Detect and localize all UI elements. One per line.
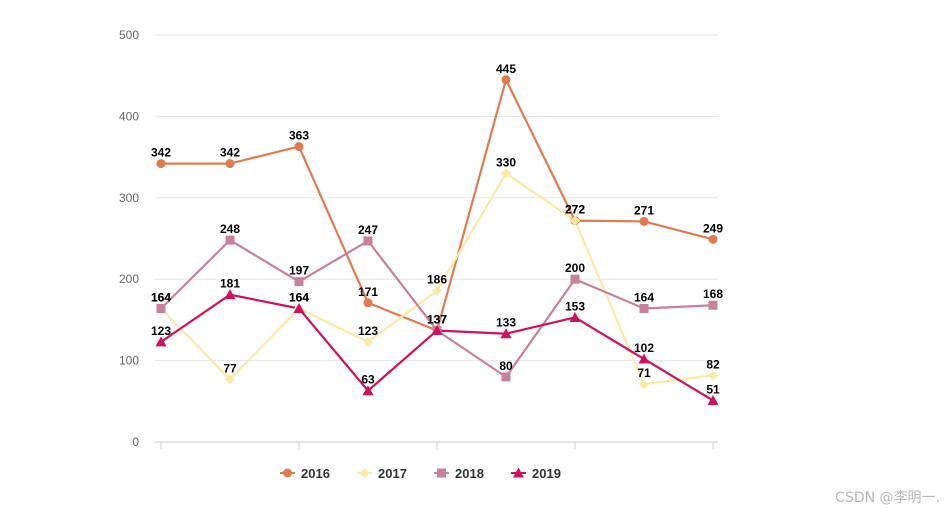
legend-item-2018[interactable]: 2018: [434, 466, 484, 481]
data-label-2016-3: 363: [289, 129, 309, 143]
data-label-2019-4: 63: [361, 373, 375, 387]
y-tick-label-500: 500: [119, 28, 139, 42]
data-label-2016-5: 137: [427, 312, 447, 326]
point-2019-3: [293, 303, 305, 314]
point-2019-1: [155, 336, 167, 347]
point-2016-3: [294, 142, 304, 152]
data-label-2016-8: 271: [634, 203, 654, 217]
point-2016-6: [501, 75, 511, 85]
data-label-2019-6: 133: [496, 316, 516, 330]
data-label-2019-5: 137: [427, 312, 447, 326]
point-2017-6: [501, 168, 511, 179]
data-label-2019-7: 153: [565, 299, 585, 313]
data-label-2017-9: 82: [706, 357, 720, 371]
data-label-2016-1: 342: [151, 146, 171, 160]
point-2019-2: [224, 289, 236, 300]
point-2017-9: [708, 370, 718, 381]
legend-marker-2016: [283, 468, 292, 478]
data-label-2018-5: 137: [427, 312, 447, 326]
data-label-2018-3: 197: [289, 264, 309, 278]
legend-label-2016: 2016: [301, 466, 330, 481]
data-label-2017-6: 330: [496, 155, 516, 169]
data-label-2017-4: 123: [358, 324, 378, 338]
legend[interactable]: 2016 2017 2018 2019: [280, 466, 561, 481]
series-lines: [160, 78, 714, 402]
series-line-2019: [160, 293, 714, 402]
point-2019-4: [362, 385, 374, 396]
data-label-2017-5: 186: [427, 273, 447, 287]
point-2018-2: [225, 235, 235, 245]
data-label-2016-4: 171: [358, 285, 378, 299]
watermark: CSDN @李明一.: [835, 490, 940, 506]
data-label-2017-3: 164: [289, 291, 309, 305]
series-markers: [155, 75, 719, 405]
point-2016-8: [639, 216, 649, 226]
data-label-2017-1: 164: [151, 291, 171, 305]
point-2017-8: [639, 379, 649, 390]
data-labels: 342 342 363 171 137 445 272 271 249 164 77 164 123 18…: [151, 62, 723, 397]
point-2018-7: [570, 274, 580, 284]
legend-label-2019: 2019: [532, 466, 561, 481]
data-label-2018-7: 200: [565, 261, 585, 275]
data-label-2019-2: 181: [220, 277, 240, 291]
y-axis-tick-labels: 0 100 200 300 400 500: [119, 28, 139, 449]
data-label-2018-9: 168: [703, 287, 723, 301]
data-label-2016-2: 342: [220, 146, 240, 160]
point-2017-4: [363, 336, 373, 347]
legend-label-2018: 2018: [455, 466, 484, 481]
point-2018-8: [639, 304, 649, 314]
y-tick-label-400: 400: [119, 109, 139, 123]
data-label-2018-2: 248: [220, 222, 240, 236]
legend-marker-2018: [437, 468, 446, 478]
point-2016-2: [225, 159, 235, 169]
data-label-2016-6: 445: [496, 62, 516, 76]
point-2017-2: [225, 374, 235, 385]
point-2017-7: [570, 215, 580, 226]
x-axis: [155, 441, 718, 449]
data-label-2019-9: 51: [706, 382, 720, 396]
point-2019-9: [707, 394, 719, 405]
y-tick-label-200: 200: [119, 272, 139, 286]
point-2018-3: [294, 277, 304, 287]
legend-marker-2017: [359, 468, 370, 478]
data-label-2017-2: 77: [223, 361, 237, 375]
point-2018-1: [156, 304, 166, 314]
legend-item-2019[interactable]: 2019: [511, 466, 561, 481]
point-2019-6: [500, 328, 512, 339]
point-2019-5: [431, 324, 443, 335]
legend-marker-2019: [513, 467, 524, 478]
data-label-2016-7: 272: [565, 203, 585, 217]
data-label-2017-7: 272: [565, 203, 585, 217]
y-tick-label-100: 100: [119, 354, 139, 368]
data-label-2017-8: 71: [637, 366, 651, 380]
y-tick-label-300: 300: [119, 191, 139, 205]
data-label-2018-6: 80: [499, 359, 513, 373]
point-2018-9: [708, 300, 718, 310]
legend-label-2017: 2017: [378, 466, 407, 481]
legend-item-2016[interactable]: 2016: [280, 466, 330, 481]
series-line-2018: [160, 239, 714, 378]
data-label-2019-8: 102: [634, 341, 654, 355]
data-label-2018-8: 164: [634, 291, 654, 305]
data-label-2018-1: 164: [151, 291, 171, 305]
data-label-2019-1: 123: [151, 324, 171, 338]
legend-item-2017[interactable]: 2017: [357, 466, 407, 481]
y-tick-label-0: 0: [132, 435, 139, 449]
point-2016-9: [708, 234, 718, 244]
point-2017-5: [432, 285, 442, 296]
point-2018-4: [363, 236, 373, 246]
point-2018-6: [501, 372, 511, 382]
point-2019-8: [638, 353, 650, 364]
data-label-2018-4: 247: [358, 223, 378, 237]
point-2016-1: [156, 159, 166, 169]
grid-lines: [155, 34, 718, 362]
data-label-2016-9: 249: [703, 221, 723, 235]
point-2016-4: [363, 298, 373, 308]
point-2019-7: [569, 311, 581, 322]
data-label-2019-3: 164: [289, 291, 309, 305]
